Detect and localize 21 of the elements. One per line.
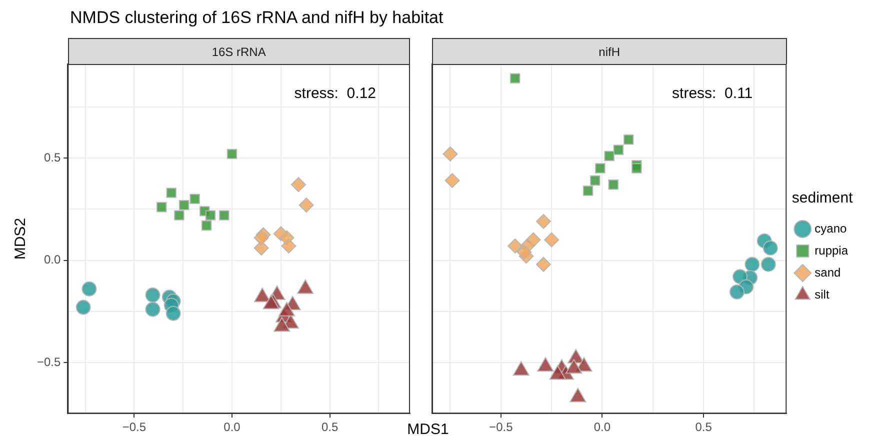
x-tick-label: 0.5 bbox=[695, 420, 712, 434]
chart-title: NMDS clustering of 16S rRNA and nifH by habitat bbox=[70, 8, 444, 28]
y-axis-title: MDS2 bbox=[12, 218, 30, 260]
x-tick-label: −0.5 bbox=[489, 420, 514, 434]
legend-label: ruppia bbox=[814, 243, 848, 258]
legend-label: silt bbox=[814, 287, 830, 302]
legend-label: sand bbox=[814, 265, 841, 280]
annotation: stress: 0.11 bbox=[672, 85, 753, 102]
x-tick-label: 0.5 bbox=[321, 420, 338, 434]
y-tick-label: 0.0 bbox=[44, 252, 62, 267]
x-tick-label: −0.5 bbox=[122, 420, 146, 434]
x-tick-label: 0.0 bbox=[224, 420, 241, 434]
x-axis-title: MDS1 bbox=[407, 421, 449, 438]
legend-label: cyano bbox=[814, 221, 847, 236]
y-tick-label: 0.5 bbox=[44, 150, 62, 164]
chart-subtitle: 16S rRNA bbox=[68, 38, 410, 64]
annotation: stress: 0.12 bbox=[294, 85, 376, 102]
x-tick-label: 0.0 bbox=[594, 420, 611, 434]
y-tick-label: −0.5 bbox=[36, 354, 61, 369]
chart-subtitle: nifH bbox=[432, 38, 787, 64]
legend-title: sediment bbox=[792, 190, 854, 207]
